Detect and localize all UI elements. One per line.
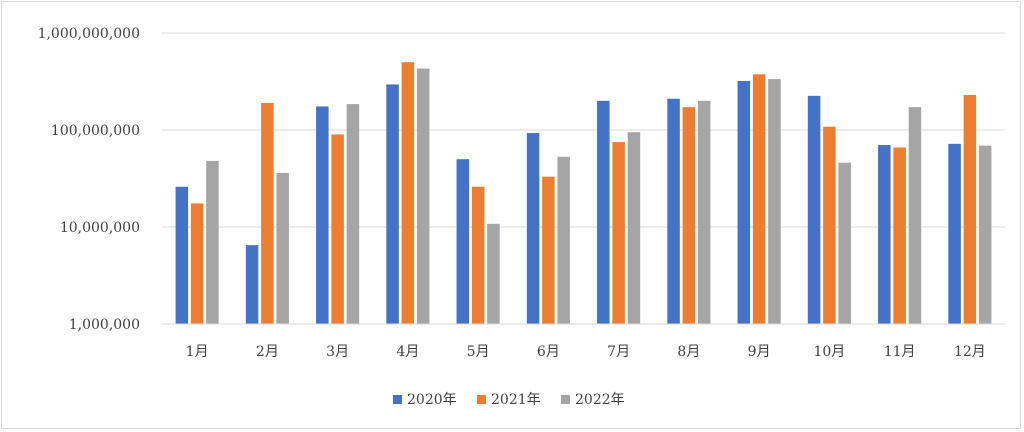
x-tick-label: 8月: [677, 344, 700, 360]
bar: [175, 186, 189, 324]
x-tick-label: 7月: [607, 344, 630, 360]
x-tick-label: 10月: [813, 344, 845, 360]
bar: [908, 107, 922, 324]
bar: [697, 100, 711, 325]
x-axis-tick-labels: 1月 2月 3月 4月 5月 6月 7月 8月 9月 10月 11月 12月: [186, 344, 986, 360]
bars: [175, 62, 992, 325]
y-axis-tick-labels: 1,000,000 10,000,000 100,000,000 1,000,000,…: [38, 26, 140, 333]
x-tick-label: 3月: [326, 344, 349, 360]
legend-label: 2020年: [407, 392, 457, 408]
bar: [456, 159, 470, 324]
bar: [190, 203, 204, 324]
x-tick-label: 9月: [748, 344, 771, 360]
gridlines: [162, 32, 1005, 228]
bar: [963, 94, 977, 324]
bar: [316, 106, 329, 324]
x-tick-label: 11月: [884, 344, 916, 360]
y-tick-label: 100,000,000: [51, 123, 140, 139]
bar: [276, 173, 289, 324]
legend-swatch: [477, 395, 486, 404]
x-tick-label: 4月: [396, 344, 419, 360]
bar: [768, 79, 781, 325]
bar: [386, 84, 399, 324]
bar: [261, 102, 274, 324]
bar: [206, 160, 219, 324]
legend-label: 2022年: [575, 392, 625, 408]
y-tick-label: 1,000,000: [69, 317, 140, 333]
bar: [667, 98, 680, 325]
bar: [627, 132, 641, 324]
legend-swatch: [561, 395, 570, 404]
bar: [331, 134, 344, 324]
bar: [893, 147, 906, 324]
bar: [737, 81, 751, 324]
bar: [948, 143, 961, 324]
x-tick-label: 5月: [467, 344, 490, 360]
bar: [978, 145, 992, 324]
bar: [752, 74, 766, 324]
legend-swatch: [393, 395, 402, 404]
y-tick-label: 10,000,000: [60, 220, 140, 236]
bar: [471, 186, 485, 324]
bar: [807, 95, 821, 325]
bar: [597, 100, 610, 325]
bar: [878, 145, 891, 324]
legend: 2020年 2021年 2022年: [393, 392, 625, 408]
bar: [346, 104, 360, 324]
bar: [542, 176, 555, 324]
bar: [612, 142, 625, 324]
bar: [487, 223, 500, 324]
x-tick-label: 12月: [954, 344, 986, 360]
bar: [526, 133, 540, 324]
x-tick-label: 1月: [186, 344, 209, 360]
bar: [823, 126, 836, 324]
legend-label: 2021年: [491, 392, 541, 408]
y-tick-label: 1,000,000,000: [38, 26, 140, 42]
bar: [838, 162, 851, 324]
bar: [401, 62, 415, 324]
bar: [416, 68, 430, 324]
bar: [557, 156, 570, 324]
bar: [245, 245, 259, 324]
bar: [682, 107, 696, 324]
x-tick-label: 2月: [256, 344, 279, 360]
x-tick-label: 6月: [537, 344, 560, 360]
